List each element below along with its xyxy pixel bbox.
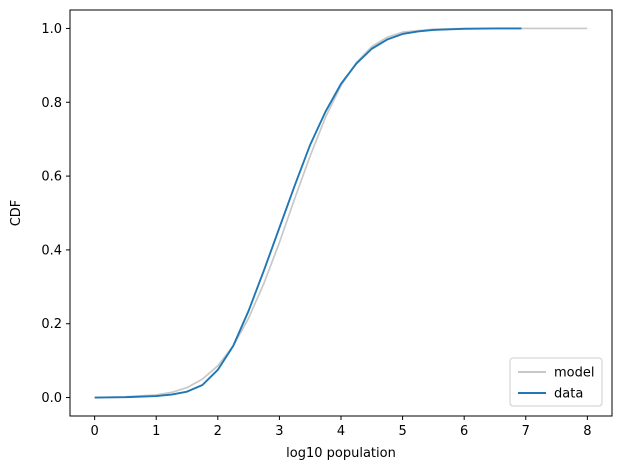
y-tick-label: 0.2 xyxy=(41,317,62,332)
x-tick-label: 7 xyxy=(522,424,530,439)
x-tick-label: 2 xyxy=(214,424,222,439)
y-tick-label: 0.4 xyxy=(41,243,62,258)
y-tick-label: 0.0 xyxy=(41,391,62,406)
series-layer xyxy=(94,27,588,399)
y-axis-label: CDF xyxy=(9,200,24,227)
legend-label-data: data xyxy=(554,387,583,402)
x-tick-label: 0 xyxy=(90,424,98,439)
x-tick-label: 1 xyxy=(152,424,160,439)
legend: model data xyxy=(509,357,603,407)
x-axis-label: log10 population xyxy=(286,446,396,461)
y-tick-label: 0.6 xyxy=(41,170,62,185)
ticks-layer: 0 1 2 3 4 5 6 7 8 0.0 0.2 0.4 0.6 0.8 1.0 xyxy=(41,22,591,439)
x-tick-label: 6 xyxy=(460,424,468,439)
x-tick-label: 4 xyxy=(337,424,345,439)
series-line-data xyxy=(94,27,522,399)
y-tick-label: 1.0 xyxy=(41,22,62,37)
x-tick-label: 3 xyxy=(275,424,283,439)
x-tick-label: 5 xyxy=(398,424,406,439)
y-tick-label: 0.8 xyxy=(41,96,62,111)
legend-label-model: model xyxy=(554,366,594,381)
x-tick-label: 8 xyxy=(583,424,591,439)
plot-frame xyxy=(69,9,613,417)
